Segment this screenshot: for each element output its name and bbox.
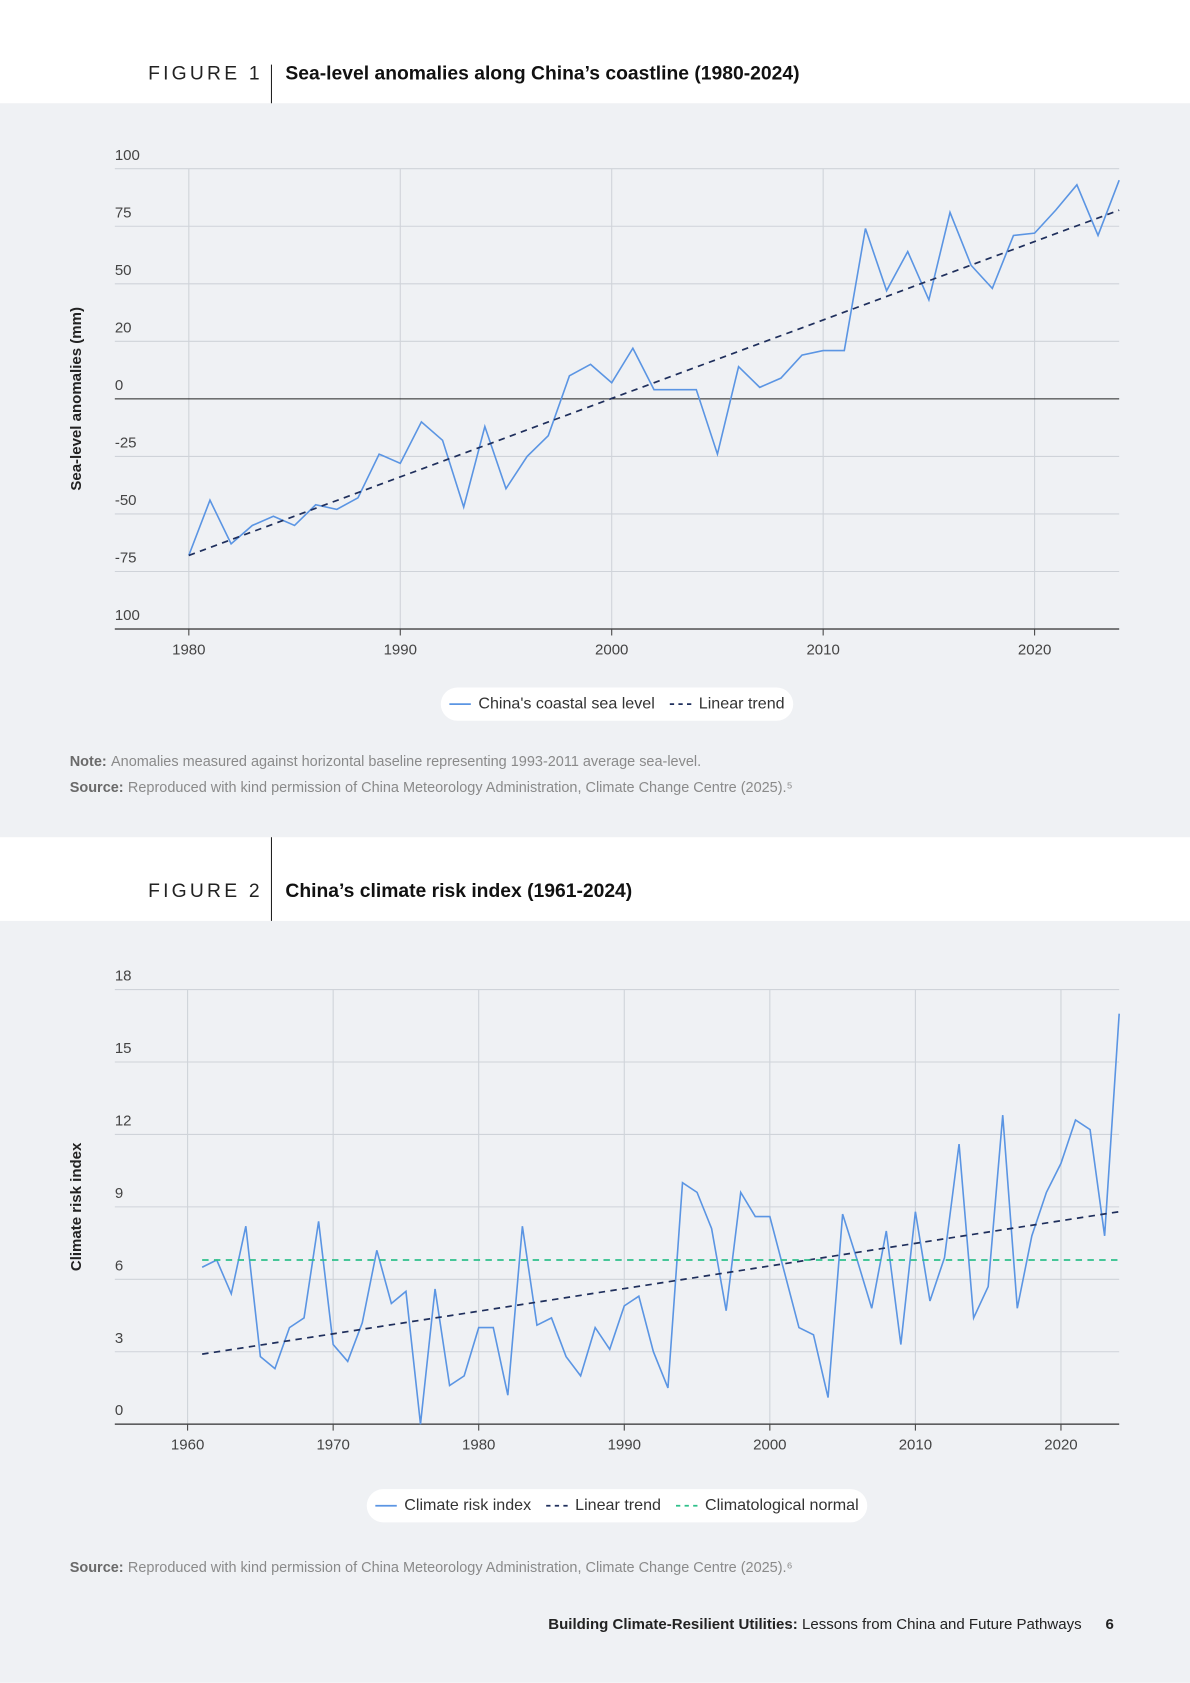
- y-tick-label: 20: [115, 319, 132, 336]
- x-tick-label: 2020: [1044, 1437, 1077, 1454]
- note-label: Source:: [70, 1560, 124, 1576]
- note-text: Anomalies measured against horizontal ba…: [111, 754, 701, 770]
- x-tick-label: 2020: [1018, 641, 1051, 658]
- x-tick-label: 2010: [899, 1437, 932, 1454]
- series-line: [188, 179, 1120, 556]
- y-tick-label: 0: [115, 377, 123, 394]
- y-tick-label: 50: [115, 262, 132, 279]
- y-axis-label: Sea-level anomalies (mm): [68, 307, 85, 491]
- x-tick-label: 2010: [806, 641, 839, 658]
- y-tick-label: 100: [115, 607, 140, 624]
- figure-panel: [0, 920, 1190, 1683]
- legend: Climate risk index Linear trend Climatolog…: [366, 1489, 868, 1523]
- x-tick-label: 1990: [384, 641, 417, 658]
- y-tick-label: 75: [115, 204, 132, 221]
- y-tick-label: -75: [115, 550, 137, 567]
- legend-box: [440, 687, 794, 721]
- x-tick-label: 1980: [172, 641, 205, 658]
- y-tick-label: 6: [115, 1257, 123, 1274]
- legend-label: Linear trend: [699, 694, 785, 712]
- y-tick-label: -25: [115, 435, 137, 452]
- figure-panel: [0, 103, 1190, 838]
- series-line: [188, 209, 1120, 557]
- series-line: [202, 1210, 1120, 1355]
- footer-bold: Building Climate-Resilient Utilities:: [548, 1616, 797, 1633]
- y-tick-label: 3: [115, 1330, 123, 1347]
- note: Note: Anomalies measured against horizont…: [70, 754, 701, 770]
- y-tick-label: 18: [115, 968, 132, 985]
- y-tick-label: 0: [115, 1402, 123, 1419]
- note-text: Reproduced with kind permission of China…: [128, 780, 793, 796]
- figure-label: FIGURE 1: [148, 63, 263, 84]
- source: Source: Reproduced with kind permission o…: [70, 780, 793, 796]
- footer-subtitle: Lessons from China and Future Pathways: [802, 1616, 1082, 1633]
- y-tick-label: 15: [115, 1040, 132, 1057]
- note-label: Note:: [70, 754, 107, 770]
- y-tick-label: 100: [115, 147, 140, 164]
- source: Source: Reproduced with kind permission o…: [70, 1560, 793, 1576]
- legend-label: Climatological normal: [705, 1496, 859, 1514]
- legend: China's coastal sea level Linear trend: [440, 687, 794, 721]
- x-tick-label: 1970: [316, 1437, 349, 1454]
- y-tick-label: 9: [115, 1185, 123, 1202]
- legend-label: Linear trend: [575, 1496, 661, 1514]
- figure-title: China’s climate risk index (1961-2024): [285, 881, 632, 902]
- x-tick-label: 2000: [595, 641, 628, 658]
- note-label: Source:: [70, 780, 124, 796]
- series-line: [201, 1013, 1120, 1425]
- legend-label: China's coastal sea level: [478, 694, 654, 712]
- figure-title: Sea-level anomalies along China’s coastl…: [285, 63, 799, 84]
- y-tick-label: 12: [115, 1113, 132, 1130]
- y-axis-label: Climate risk index: [68, 1142, 85, 1271]
- note-text: Reproduced with kind permission of China…: [128, 1560, 793, 1576]
- page-number: 6: [1105, 1616, 1113, 1633]
- legend-box: [366, 1489, 868, 1523]
- y-tick-label: -50: [115, 492, 137, 509]
- x-tick-label: 1990: [608, 1437, 641, 1454]
- legend-label: Climate risk index: [404, 1496, 531, 1514]
- x-tick-label: 1980: [462, 1437, 495, 1454]
- x-tick-label: 1960: [171, 1437, 204, 1454]
- footer-text: Building Climate-Resilient Utilities: Les…: [548, 1616, 1081, 1633]
- figure-label: FIGURE 2: [148, 881, 263, 902]
- x-tick-label: 2000: [753, 1437, 786, 1454]
